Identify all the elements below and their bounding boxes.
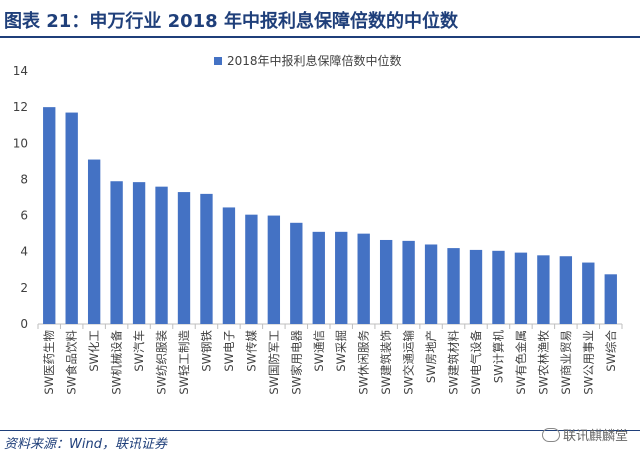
x-tick-label: SW交通运输	[402, 330, 416, 395]
bar	[559, 256, 573, 324]
bar	[335, 231, 348, 324]
x-tick-label: SW医药生物	[42, 330, 56, 395]
bar	[447, 248, 460, 324]
bar	[537, 255, 550, 324]
x-tick-label: SW商业贸易	[559, 330, 573, 395]
x-tick-label: SW食品饮料	[65, 330, 79, 395]
x-tick-label: SW电子	[222, 330, 236, 372]
x-tick-label: SW化工	[87, 330, 101, 372]
x-tick-label: SW钢铁	[199, 330, 213, 372]
bar	[245, 214, 258, 324]
wechat-icon	[541, 428, 560, 442]
y-tick-label: 14	[13, 64, 28, 78]
x-tick-label: SW家用电器	[289, 330, 303, 395]
bar	[492, 250, 505, 324]
y-tick-label: 6	[20, 209, 28, 223]
bar	[155, 186, 168, 324]
bar	[357, 233, 370, 324]
bar	[379, 239, 393, 324]
y-tick-label: 10	[13, 136, 28, 150]
bar	[110, 181, 123, 324]
x-tick-label: SW农林渔牧	[536, 330, 550, 395]
x-tick-label: SW有色金属	[514, 330, 528, 395]
bar	[132, 182, 146, 324]
bar	[267, 215, 281, 324]
title-bar: 图表 21：申万行业 2018 年中报利息保障倍数的中位数	[0, 0, 640, 38]
x-tick-label: SW房地产	[424, 330, 438, 383]
figure-title: 图表 21：申万行业 2018 年中报利息保障倍数的中位数	[4, 11, 458, 32]
watermark: 联讯麒麟堂	[541, 425, 628, 444]
y-tick-label: 8	[20, 172, 28, 186]
bar	[200, 193, 213, 324]
legend-label: 2018年中报利息保障倍数中位数	[227, 53, 402, 68]
x-tick-label: SW建筑材料	[447, 330, 461, 395]
x-tick-label: SW汽车	[132, 330, 146, 372]
bar	[582, 262, 595, 324]
legend-swatch	[214, 57, 222, 65]
footer-divider	[0, 430, 640, 431]
x-tick-label: SW轻工制造	[177, 330, 191, 395]
x-tick-label: SW传媒	[244, 330, 258, 372]
x-tick-label: SW计算机	[491, 330, 505, 384]
y-tick-label: 12	[13, 100, 28, 114]
bar	[177, 192, 191, 324]
bar	[222, 207, 236, 324]
bar	[87, 159, 101, 324]
bar-chart: 0 2 4 6 8 10 12 14 SW医药生物 SW食品饮料 SW化工 SW机械设备 SW汽车 SW纺…	[13, 53, 623, 395]
x-tick-label: SW国防军工	[267, 330, 281, 395]
x-tick-label: SW机械设备	[110, 330, 124, 395]
x-tick-label: SW采掘	[334, 330, 348, 372]
bar	[514, 252, 528, 324]
bar	[43, 107, 56, 325]
y-tick-label: 0	[20, 317, 28, 331]
bar	[65, 112, 78, 324]
x-tick-label: SW综合	[604, 330, 618, 372]
x-tick-label: SW建筑装饰	[379, 330, 393, 395]
y-tick-label: 4	[20, 245, 28, 259]
x-tick-label: SW通信	[312, 330, 326, 372]
bar	[312, 231, 325, 324]
bar	[604, 274, 617, 324]
source-note: 资料来源：Wind，联讯证券	[4, 437, 167, 452]
y-tick-label: 2	[20, 281, 28, 295]
bar	[424, 244, 438, 324]
x-tick-label: SW纺织服装	[155, 330, 169, 395]
bar	[469, 249, 483, 324]
bar	[402, 240, 415, 324]
x-tick-label: SW休闲服务	[357, 330, 371, 395]
watermark-text: 联讯麒麟堂	[562, 429, 628, 444]
x-tick-label: SW电气设备	[469, 330, 483, 395]
bar	[290, 222, 303, 324]
x-tick-label: SW公用事业	[581, 330, 595, 395]
